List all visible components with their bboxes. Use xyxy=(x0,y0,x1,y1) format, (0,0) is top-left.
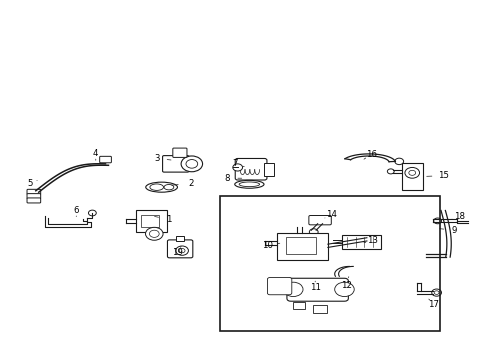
Text: 14: 14 xyxy=(325,210,336,219)
Ellipse shape xyxy=(234,180,264,188)
Text: 13: 13 xyxy=(366,237,377,246)
Text: 3: 3 xyxy=(154,154,159,163)
Bar xyxy=(286,237,315,253)
Text: 12: 12 xyxy=(341,281,352,290)
Bar xyxy=(136,211,167,232)
Bar xyxy=(312,305,327,313)
FancyBboxPatch shape xyxy=(27,189,41,194)
Text: 9: 9 xyxy=(450,226,456,235)
Bar xyxy=(293,302,305,309)
Text: 8: 8 xyxy=(224,174,230,183)
Text: 11: 11 xyxy=(309,283,320,292)
Circle shape xyxy=(386,169,393,174)
Text: 19: 19 xyxy=(171,248,183,257)
Text: 2: 2 xyxy=(188,179,193,188)
FancyBboxPatch shape xyxy=(267,278,291,295)
Circle shape xyxy=(394,158,403,165)
Bar xyxy=(276,233,327,260)
FancyBboxPatch shape xyxy=(172,148,186,157)
Text: 18: 18 xyxy=(453,212,464,221)
Bar xyxy=(341,234,380,249)
Text: 5: 5 xyxy=(27,179,33,188)
FancyBboxPatch shape xyxy=(235,158,266,180)
FancyBboxPatch shape xyxy=(167,240,192,258)
Bar xyxy=(141,215,159,226)
Circle shape xyxy=(283,282,303,297)
FancyBboxPatch shape xyxy=(286,278,347,301)
FancyBboxPatch shape xyxy=(100,156,111,163)
FancyBboxPatch shape xyxy=(162,156,188,172)
Ellipse shape xyxy=(145,182,177,192)
FancyBboxPatch shape xyxy=(308,216,330,225)
FancyBboxPatch shape xyxy=(27,198,41,203)
Circle shape xyxy=(309,229,318,235)
Circle shape xyxy=(232,164,242,171)
Text: 6: 6 xyxy=(73,206,79,215)
Text: 15: 15 xyxy=(437,171,448,180)
Circle shape xyxy=(145,227,163,240)
Bar xyxy=(220,196,439,330)
Text: 16: 16 xyxy=(365,150,376,159)
Text: 17: 17 xyxy=(427,300,438,309)
FancyBboxPatch shape xyxy=(27,194,41,199)
Text: 1: 1 xyxy=(166,215,171,224)
Circle shape xyxy=(334,282,353,297)
Text: 10: 10 xyxy=(262,241,273,250)
Circle shape xyxy=(431,289,441,296)
Bar xyxy=(176,236,183,241)
Bar xyxy=(402,163,422,190)
Text: 4: 4 xyxy=(93,149,98,158)
Bar xyxy=(264,163,274,176)
Text: 7: 7 xyxy=(231,159,237,168)
Circle shape xyxy=(181,156,202,172)
